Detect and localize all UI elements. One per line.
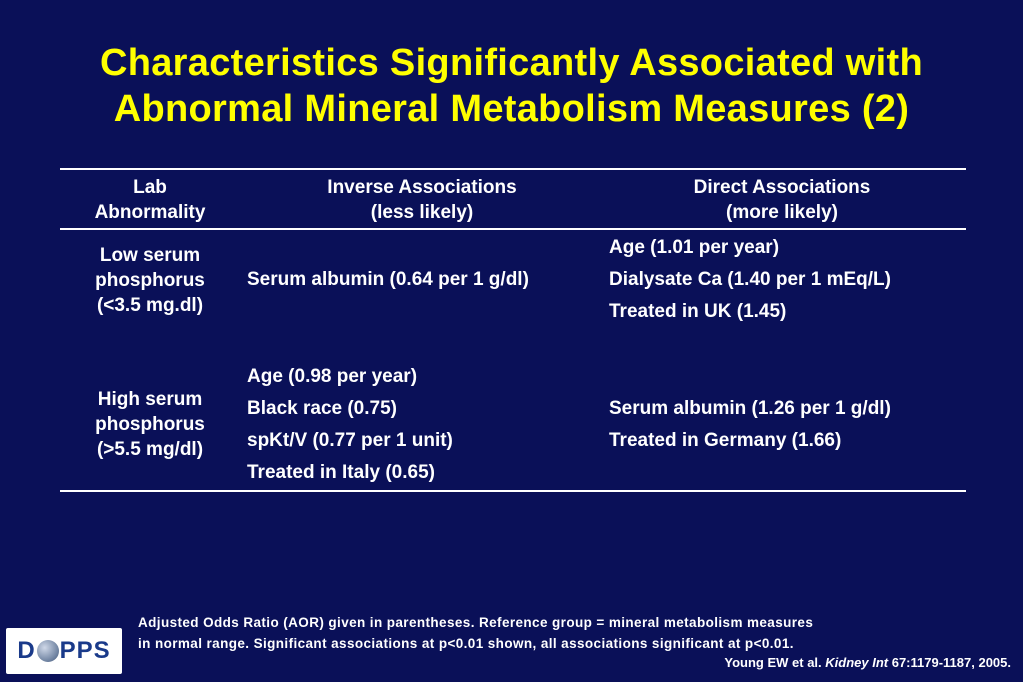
table-bottom-rule: [60, 490, 966, 492]
header-inverse-line-1: Inverse Associations: [327, 177, 517, 198]
direct-association-item: Dialysate Ca (1.40 per 1 mEq/L): [609, 269, 891, 290]
lab-text: High serum: [97, 389, 203, 410]
citation-journal: Kidney Int: [825, 655, 889, 670]
row-high-phosphorus-direct: Serum albumin (1.26 per 1 g/dl) Treated …: [609, 393, 891, 457]
table-top-rule: [60, 168, 966, 170]
footnote-line-2: in normal range. Significant association…: [138, 636, 794, 651]
lab-text: phosphorus: [95, 414, 205, 435]
row-high-phosphorus-label: High serum phosphorus (>5.5 mg/dl): [60, 387, 240, 462]
direct-association-item: Treated in UK (1.45): [609, 301, 787, 322]
direct-association-item: Treated in Germany (1.66): [609, 430, 842, 451]
header-inverse-associations: Inverse Associations (less likely): [292, 175, 552, 225]
header-lab-line-1: Lab: [133, 177, 167, 198]
header-direct-line-1: Direct Associations: [693, 177, 871, 198]
table-header-rule: [60, 228, 966, 230]
globe-icon: [36, 640, 59, 662]
logo-text-right: PPS: [59, 637, 111, 664]
lab-text: phosphorus: [95, 270, 205, 291]
inverse-association-item: Serum albumin (0.64 per 1 g/dl): [247, 269, 529, 290]
footnote: Adjusted Odds Ratio (AOR) given in paren…: [138, 612, 813, 654]
lab-text: (<3.5 mg.dl): [96, 295, 204, 316]
row-high-phosphorus-inverse: Age (0.98 per year) Black race (0.75) sp…: [247, 361, 453, 489]
header-lab-abnormality: Lab Abnormality: [60, 175, 240, 225]
inverse-association-item: Black race (0.75): [247, 398, 397, 419]
lab-text: (>5.5 mg/dl): [96, 439, 204, 460]
citation-authors: Young EW et al.: [724, 655, 826, 670]
row-low-phosphorus-inverse: Serum albumin (0.64 per 1 g/dl): [247, 264, 529, 296]
direct-association-item: Serum albumin (1.26 per 1 g/dl): [609, 398, 891, 419]
dopps-logo: D PPS: [6, 628, 122, 674]
row-low-phosphorus-direct: Age (1.01 per year) Dialysate Ca (1.40 p…: [609, 232, 891, 328]
row-low-phosphorus-label: Low serum phosphorus (<3.5 mg.dl): [60, 243, 240, 318]
inverse-association-item: spKt/V (0.77 per 1 unit): [247, 430, 453, 451]
slide-title-line-1: Characteristics Significantly Associated…: [99, 42, 923, 84]
header-inverse-line-2: (less likely): [370, 202, 474, 223]
slide-title-line-2: Abnormal Mineral Metabolism Measures (2): [113, 88, 910, 130]
citation-details: 67:1179-1187, 2005.: [888, 655, 1011, 670]
inverse-association-item: Treated in Italy (0.65): [247, 462, 435, 483]
citation: Young EW et al. Kidney Int 67:1179-1187,…: [724, 655, 1011, 670]
header-direct-line-2: (more likely): [726, 202, 838, 223]
header-direct-associations: Direct Associations (more likely): [652, 175, 912, 225]
direct-association-item: Age (1.01 per year): [609, 237, 780, 258]
header-lab-line-2: Abnormality: [94, 202, 206, 223]
lab-text: Low serum: [99, 245, 201, 266]
inverse-association-item: Age (0.98 per year): [247, 366, 418, 387]
logo-text-left: D: [17, 637, 36, 664]
slide-title: Characteristics Significantly Associated…: [0, 40, 1023, 132]
footnote-line-1: Adjusted Odds Ratio (AOR) given in paren…: [138, 615, 814, 630]
